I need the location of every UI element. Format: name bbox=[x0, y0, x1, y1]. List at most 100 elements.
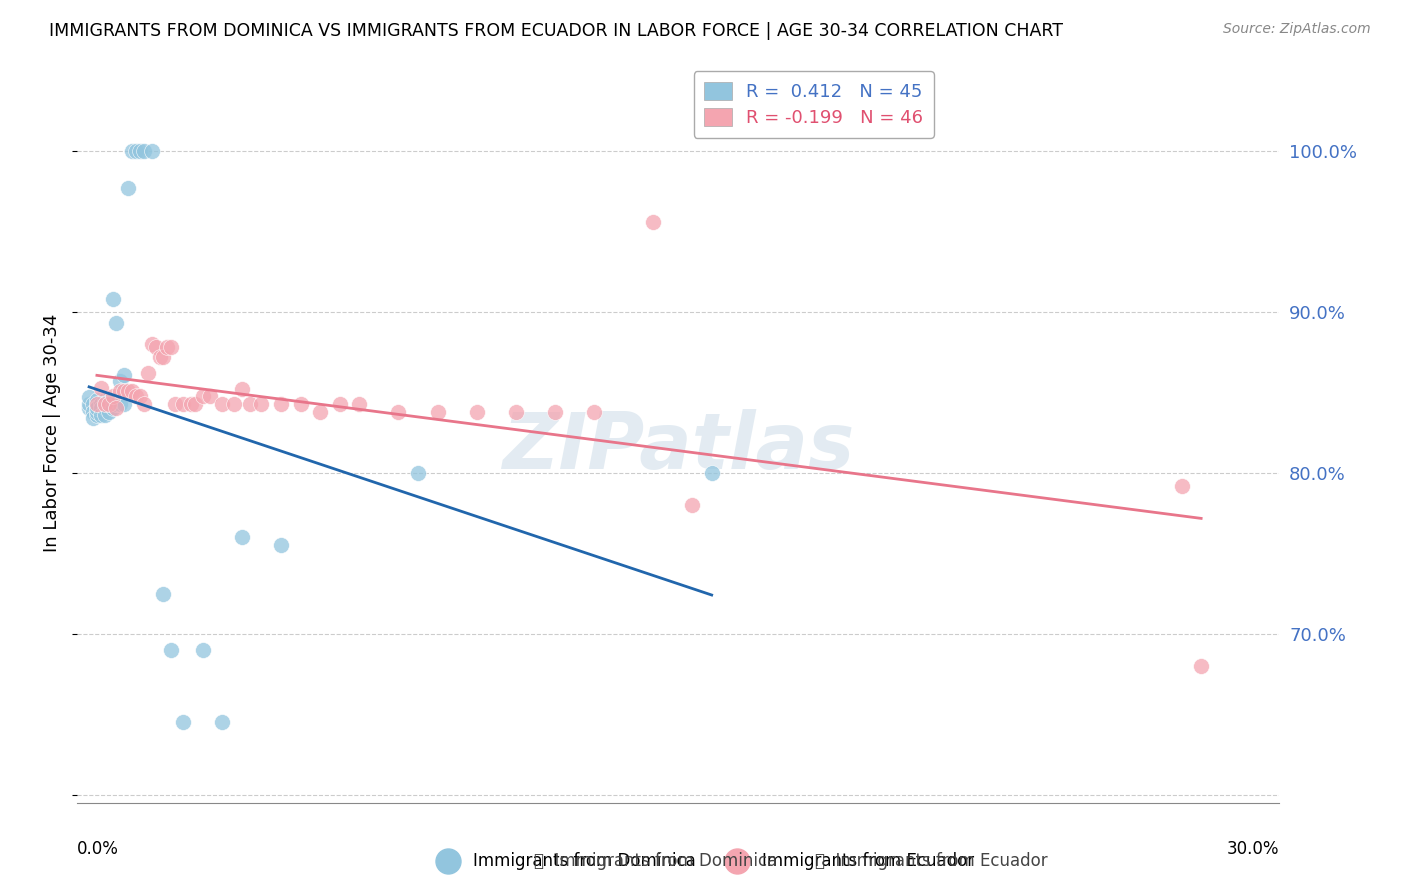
Point bbox=[211, 715, 233, 730]
Point bbox=[152, 586, 174, 600]
Point bbox=[700, 466, 723, 480]
Point bbox=[77, 401, 100, 416]
Legend: Immigrants from Dominica, Immigrants from Ecuador: Immigrants from Dominica, Immigrants fro… bbox=[425, 845, 981, 877]
Point bbox=[129, 389, 152, 403]
Point bbox=[1170, 479, 1192, 493]
Point bbox=[681, 498, 703, 512]
Text: 0.0%: 0.0% bbox=[77, 840, 120, 858]
Point bbox=[105, 397, 128, 411]
Point bbox=[239, 397, 262, 411]
Point bbox=[231, 530, 253, 544]
Text: 30.0%: 30.0% bbox=[1227, 840, 1279, 858]
Point bbox=[93, 400, 115, 414]
Point bbox=[544, 405, 567, 419]
Point bbox=[270, 397, 292, 411]
Text: IMMIGRANTS FROM DOMINICA VS IMMIGRANTS FROM ECUADOR IN LABOR FORCE | AGE 30-34 C: IMMIGRANTS FROM DOMINICA VS IMMIGRANTS F… bbox=[49, 22, 1063, 40]
Point bbox=[90, 397, 112, 411]
Point bbox=[93, 393, 115, 408]
Legend: R =  0.412   N = 45, R = -0.199   N = 46: R = 0.412 N = 45, R = -0.199 N = 46 bbox=[693, 71, 934, 138]
Point bbox=[82, 397, 104, 411]
Point bbox=[387, 405, 409, 419]
Text: ⬜  Immigrants from Dominica: ⬜ Immigrants from Dominica bbox=[534, 852, 778, 870]
Point bbox=[97, 397, 120, 411]
Point bbox=[117, 181, 139, 195]
Point bbox=[82, 405, 104, 419]
Point bbox=[86, 400, 108, 414]
Point bbox=[309, 405, 332, 419]
Point bbox=[101, 292, 124, 306]
Point bbox=[93, 408, 115, 422]
Text: Source: ZipAtlas.com: Source: ZipAtlas.com bbox=[1223, 22, 1371, 37]
Point bbox=[165, 397, 187, 411]
Point bbox=[125, 144, 148, 158]
Point bbox=[97, 397, 120, 411]
Point bbox=[105, 401, 128, 416]
Point bbox=[86, 393, 108, 408]
Point bbox=[117, 384, 139, 398]
Point bbox=[105, 316, 128, 330]
Point bbox=[160, 643, 183, 657]
Text: ⬜  Immigrants from Ecuador: ⬜ Immigrants from Ecuador bbox=[815, 852, 1047, 870]
Point bbox=[121, 384, 143, 398]
Point bbox=[465, 405, 488, 419]
Point bbox=[110, 384, 132, 398]
Point bbox=[156, 340, 179, 354]
Point bbox=[112, 368, 135, 382]
Point bbox=[93, 397, 115, 411]
Point bbox=[200, 389, 222, 403]
Point bbox=[86, 408, 108, 422]
Point bbox=[82, 411, 104, 425]
Point bbox=[86, 401, 108, 416]
Point bbox=[191, 643, 214, 657]
Point bbox=[141, 337, 163, 351]
Point bbox=[191, 389, 214, 403]
Point bbox=[172, 397, 194, 411]
Point bbox=[101, 389, 124, 403]
Point bbox=[211, 397, 233, 411]
Point bbox=[505, 405, 527, 419]
Point bbox=[172, 715, 194, 730]
Point bbox=[77, 397, 100, 411]
Point bbox=[250, 397, 273, 411]
Point bbox=[93, 401, 115, 416]
Point bbox=[101, 393, 124, 408]
Point bbox=[184, 397, 207, 411]
Point bbox=[222, 397, 245, 411]
Point bbox=[112, 397, 135, 411]
Point bbox=[329, 397, 352, 411]
Point bbox=[641, 215, 664, 229]
Point bbox=[121, 144, 143, 158]
Point bbox=[101, 401, 124, 416]
Point bbox=[110, 397, 132, 411]
Point bbox=[110, 374, 132, 388]
Point bbox=[129, 144, 152, 158]
Point bbox=[148, 350, 170, 364]
Point bbox=[132, 397, 155, 411]
Point bbox=[180, 397, 202, 411]
Point bbox=[132, 144, 155, 158]
Point bbox=[426, 405, 449, 419]
Point bbox=[90, 401, 112, 416]
Point bbox=[86, 397, 108, 411]
Point bbox=[270, 538, 292, 552]
Point bbox=[145, 340, 167, 354]
Point bbox=[136, 366, 159, 380]
Point bbox=[97, 405, 120, 419]
Point bbox=[290, 397, 312, 411]
Point bbox=[97, 392, 120, 406]
Point bbox=[583, 405, 606, 419]
Point bbox=[160, 340, 183, 354]
Point bbox=[141, 144, 163, 158]
Point bbox=[349, 397, 371, 411]
Point bbox=[86, 405, 108, 419]
Point bbox=[90, 408, 112, 422]
Point bbox=[112, 384, 135, 398]
Text: ZIPatlas: ZIPatlas bbox=[502, 409, 855, 485]
Point bbox=[152, 350, 174, 364]
Point bbox=[231, 382, 253, 396]
Point bbox=[90, 380, 112, 394]
Point bbox=[77, 390, 100, 404]
Point bbox=[1189, 659, 1212, 673]
Y-axis label: In Labor Force | Age 30-34: In Labor Force | Age 30-34 bbox=[44, 313, 62, 552]
Point bbox=[125, 389, 148, 403]
